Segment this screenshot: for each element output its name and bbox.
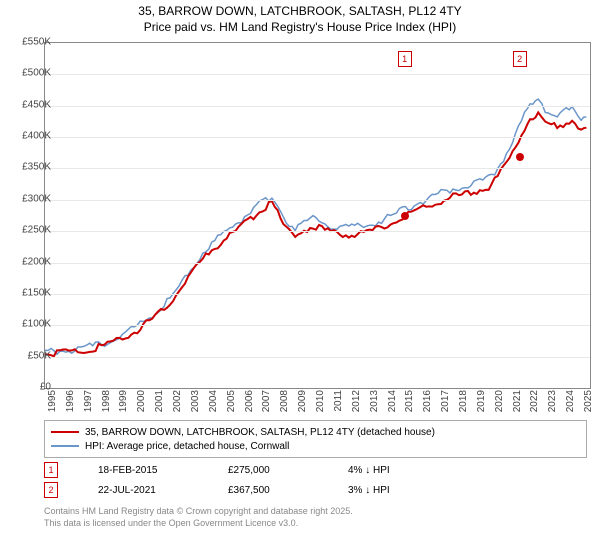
gridline xyxy=(45,74,590,75)
x-axis-label: 1995 xyxy=(47,390,58,420)
gridline xyxy=(45,200,590,201)
x-axis-label: 2005 xyxy=(226,390,237,420)
transaction-dot xyxy=(516,153,524,161)
y-axis-label: £550K xyxy=(6,37,51,48)
x-axis-label: 2006 xyxy=(244,390,255,420)
gridline xyxy=(45,325,590,326)
x-axis-label: 2003 xyxy=(190,390,201,420)
chart-svg xyxy=(45,43,590,388)
legend-swatch xyxy=(51,431,79,433)
transaction-delta: 3% ↓ HPI xyxy=(348,485,448,496)
transaction-marker-label: 1 xyxy=(398,51,412,67)
transaction-marker-label: 2 xyxy=(513,51,527,67)
y-axis-label: £500K xyxy=(6,68,51,79)
legend-label: HPI: Average price, detached house, Corn… xyxy=(85,441,289,452)
gridline xyxy=(45,263,590,264)
y-axis-label: £0 xyxy=(6,382,51,393)
x-axis-label: 2013 xyxy=(369,390,380,420)
transaction-delta: 4% ↓ HPI xyxy=(348,465,448,476)
x-axis-label: 2016 xyxy=(422,390,433,420)
transaction-price: £367,500 xyxy=(228,485,348,496)
legend-label: 35, BARROW DOWN, LATCHBROOK, SALTASH, PL… xyxy=(85,427,435,438)
x-axis-label: 2001 xyxy=(154,390,165,420)
x-axis-label: 2014 xyxy=(387,390,398,420)
transaction-row-marker: 1 xyxy=(44,462,58,478)
x-axis-label: 2012 xyxy=(351,390,362,420)
x-axis-label: 2018 xyxy=(458,390,469,420)
x-axis-label: 1996 xyxy=(65,390,76,420)
y-axis-label: £450K xyxy=(6,99,51,110)
gridline xyxy=(45,357,590,358)
x-axis-label: 2009 xyxy=(297,390,308,420)
x-axis-label: 2025 xyxy=(583,390,594,420)
legend-item: 35, BARROW DOWN, LATCHBROOK, SALTASH, PL… xyxy=(51,425,580,439)
x-axis-label: 2000 xyxy=(136,390,147,420)
x-axis-label: 2019 xyxy=(476,390,487,420)
x-axis-label: 2020 xyxy=(494,390,505,420)
y-axis-label: £50K xyxy=(6,350,51,361)
gridline xyxy=(45,168,590,169)
gridline xyxy=(45,106,590,107)
x-axis-label: 2010 xyxy=(315,390,326,420)
x-axis-label: 2008 xyxy=(279,390,290,420)
x-axis-label: 2023 xyxy=(547,390,558,420)
x-axis-label: 2017 xyxy=(440,390,451,420)
x-axis-label: 2024 xyxy=(565,390,576,420)
transaction-table: 1 18-FEB-2015£275,0004% ↓ HPI 2 22-JUL-2021… xyxy=(44,460,448,500)
y-axis-label: £350K xyxy=(6,162,51,173)
transaction-row-marker: 2 xyxy=(44,482,58,498)
x-axis-label: 2002 xyxy=(172,390,183,420)
x-axis-label: 2007 xyxy=(261,390,272,420)
x-axis-label: 2021 xyxy=(512,390,523,420)
transaction-price: £275,000 xyxy=(228,465,348,476)
x-axis-label: 2004 xyxy=(208,390,219,420)
x-axis-label: 2011 xyxy=(333,390,344,420)
gridline xyxy=(45,231,590,232)
plot-area: 12 xyxy=(44,42,591,389)
transaction-date: 22-JUL-2021 xyxy=(98,485,228,496)
x-axis-label: 2022 xyxy=(529,390,540,420)
transaction-dot xyxy=(401,212,409,220)
series-price-paid xyxy=(45,112,586,356)
y-axis-label: £400K xyxy=(6,131,51,142)
legend: 35, BARROW DOWN, LATCHBROOK, SALTASH, PL… xyxy=(44,420,587,458)
legend-item: HPI: Average price, detached house, Corn… xyxy=(51,439,580,453)
x-axis-label: 2015 xyxy=(404,390,415,420)
transaction-row: 2 22-JUL-2021£367,5003% ↓ HPI xyxy=(44,480,448,500)
footer-line-2: This data is licensed under the Open Gov… xyxy=(44,518,298,528)
transaction-row: 1 18-FEB-2015£275,0004% ↓ HPI xyxy=(44,460,448,480)
footer-line-1: Contains HM Land Registry data © Crown c… xyxy=(44,506,353,516)
x-axis-label: 1997 xyxy=(83,390,94,420)
transaction-date: 18-FEB-2015 xyxy=(98,465,228,476)
y-axis-label: £250K xyxy=(6,225,51,236)
chart-title: 35, BARROW DOWN, LATCHBROOK, SALTASH, PL… xyxy=(0,0,600,35)
x-axis-label: 1999 xyxy=(118,390,129,420)
y-axis-label: £150K xyxy=(6,287,51,298)
gridline xyxy=(45,137,590,138)
y-axis-label: £300K xyxy=(6,193,51,204)
y-axis-label: £200K xyxy=(6,256,51,267)
title-line-1: 35, BARROW DOWN, LATCHBROOK, SALTASH, PL… xyxy=(138,4,461,18)
footer-attribution: Contains HM Land Registry data © Crown c… xyxy=(44,506,353,529)
gridline xyxy=(45,294,590,295)
y-axis-label: £100K xyxy=(6,319,51,330)
title-line-2: Price paid vs. HM Land Registry's House … xyxy=(144,20,456,34)
legend-swatch xyxy=(51,445,79,447)
chart-container: 35, BARROW DOWN, LATCHBROOK, SALTASH, PL… xyxy=(0,0,600,560)
x-axis-label: 1998 xyxy=(101,390,112,420)
